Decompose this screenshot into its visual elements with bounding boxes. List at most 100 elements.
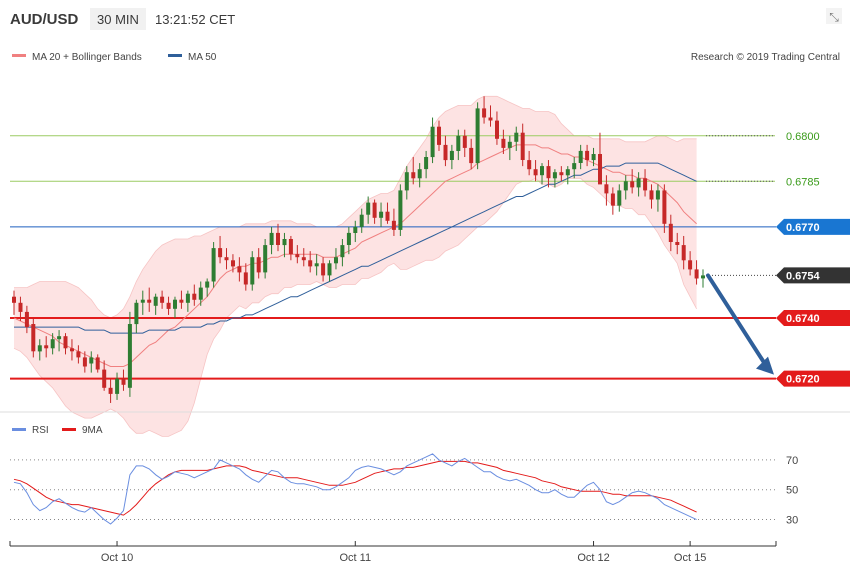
candle-body: [263, 245, 268, 273]
candle-body: [24, 311, 29, 328]
candle-body: [44, 345, 49, 349]
candle-body: [520, 132, 525, 160]
candle-body: [321, 263, 326, 276]
level-tags: 0.6800 0.6785 0.6770 0.6754 0.6740 0.6720: [776, 131, 850, 387]
candle-body: [456, 135, 461, 151]
level-label: 0.6785: [786, 176, 820, 188]
candle-body: [533, 169, 538, 176]
rsi-tick-label: 50: [786, 485, 798, 497]
x-axis: Oct 10 Oct 11 Oct 12 Oct 15: [9, 541, 777, 564]
moving-averages: [13, 144, 697, 367]
candle-body: [308, 260, 313, 267]
candle-body: [559, 172, 564, 176]
candle-body: [643, 178, 648, 191]
candle-body: [12, 296, 16, 303]
candle-body: [372, 202, 377, 218]
candle-body: [95, 357, 100, 370]
expand-button[interactable]: [826, 8, 842, 24]
candle-body: [166, 302, 171, 309]
candle-body: [57, 336, 62, 340]
candle-body: [630, 181, 635, 188]
candle-body: [115, 378, 120, 394]
timeframe-box[interactable]: [90, 8, 146, 30]
candle-body: [185, 293, 190, 303]
candle-body: [353, 226, 358, 233]
candle-body: [514, 132, 519, 142]
ma20-legend-swatch: [12, 54, 26, 57]
candle-body: [179, 299, 184, 303]
candle-body: [495, 120, 499, 139]
ma50-legend-swatch: [168, 54, 182, 57]
rsi-legend-label: RSI: [32, 425, 49, 436]
candle-body: [694, 269, 699, 279]
candle-body: [127, 324, 132, 388]
candle-body: [192, 293, 197, 300]
candle-body: [527, 160, 532, 170]
timeframe-label[interactable]: 30 MIN: [97, 12, 139, 27]
rsi-ma-legend-label: 9MA: [82, 425, 103, 436]
candle-body: [288, 239, 293, 255]
candle-body: [18, 302, 23, 312]
rsi-legend-swatch: [12, 428, 26, 431]
candle-body: [366, 202, 371, 215]
candle-body: [636, 178, 641, 188]
level-tag-label: 0.6720: [786, 374, 820, 386]
level-tag: [776, 309, 850, 326]
candle-body: [269, 232, 274, 245]
candle-body: [430, 126, 435, 158]
candle-body: [231, 260, 235, 267]
candle-body: [649, 190, 654, 200]
candle-body: [295, 254, 300, 258]
candle-body: [153, 296, 158, 306]
candle-body: [276, 232, 280, 245]
credit-label: Research © 2019 Trading Central: [691, 52, 840, 63]
candle-body: [404, 172, 409, 191]
candle-body: [449, 150, 454, 160]
candle-body: [585, 150, 590, 160]
candle-body: [591, 154, 596, 161]
candle-body: [475, 108, 480, 164]
candle-body: [668, 223, 673, 242]
candle-body: [37, 345, 42, 352]
candle-body: [501, 138, 506, 148]
candle-body: [681, 245, 686, 261]
candle-body: [617, 190, 622, 206]
candle-body: [469, 147, 474, 164]
candle-body: [250, 257, 255, 285]
candle-body: [82, 357, 87, 367]
candle-body: [398, 190, 403, 230]
rsi-tick-label: 30: [786, 515, 798, 527]
candles: [12, 96, 705, 403]
candle-body: [31, 324, 36, 352]
candle-body: [540, 166, 544, 176]
candle-body: [50, 339, 55, 349]
rsi-line: [13, 453, 697, 525]
candle-body: [140, 299, 145, 303]
rsi-ma-line: [13, 460, 697, 516]
candle-body: [488, 117, 493, 121]
candle-body: [546, 166, 551, 179]
candle-body: [462, 135, 467, 148]
forecast-arrow-shaft: [706, 273, 768, 368]
candle-body: [134, 302, 139, 325]
candle-body: [76, 351, 81, 358]
candle-body: [411, 172, 416, 179]
candle-body: [102, 369, 107, 388]
candle-body: [443, 144, 448, 161]
level-tag-label: 0.6754: [786, 270, 821, 282]
candle-body: [218, 248, 223, 258]
level-tag: [776, 370, 850, 387]
bollinger-band-fill: [14, 96, 697, 437]
candle-body: [340, 245, 345, 258]
candle-body: [662, 190, 667, 224]
candle-body: [610, 193, 615, 206]
candle-body: [565, 169, 570, 176]
rsi-ma-legend-swatch: [62, 428, 76, 431]
candle-body: [623, 181, 628, 191]
candle-body: [301, 257, 306, 261]
candle-body: [507, 141, 512, 148]
timestamp-label: 13:21:52 CET: [155, 12, 235, 27]
expand-icon[interactable]: ⤡: [829, 10, 839, 24]
candle-body: [598, 154, 602, 185]
candle-body: [282, 239, 287, 246]
